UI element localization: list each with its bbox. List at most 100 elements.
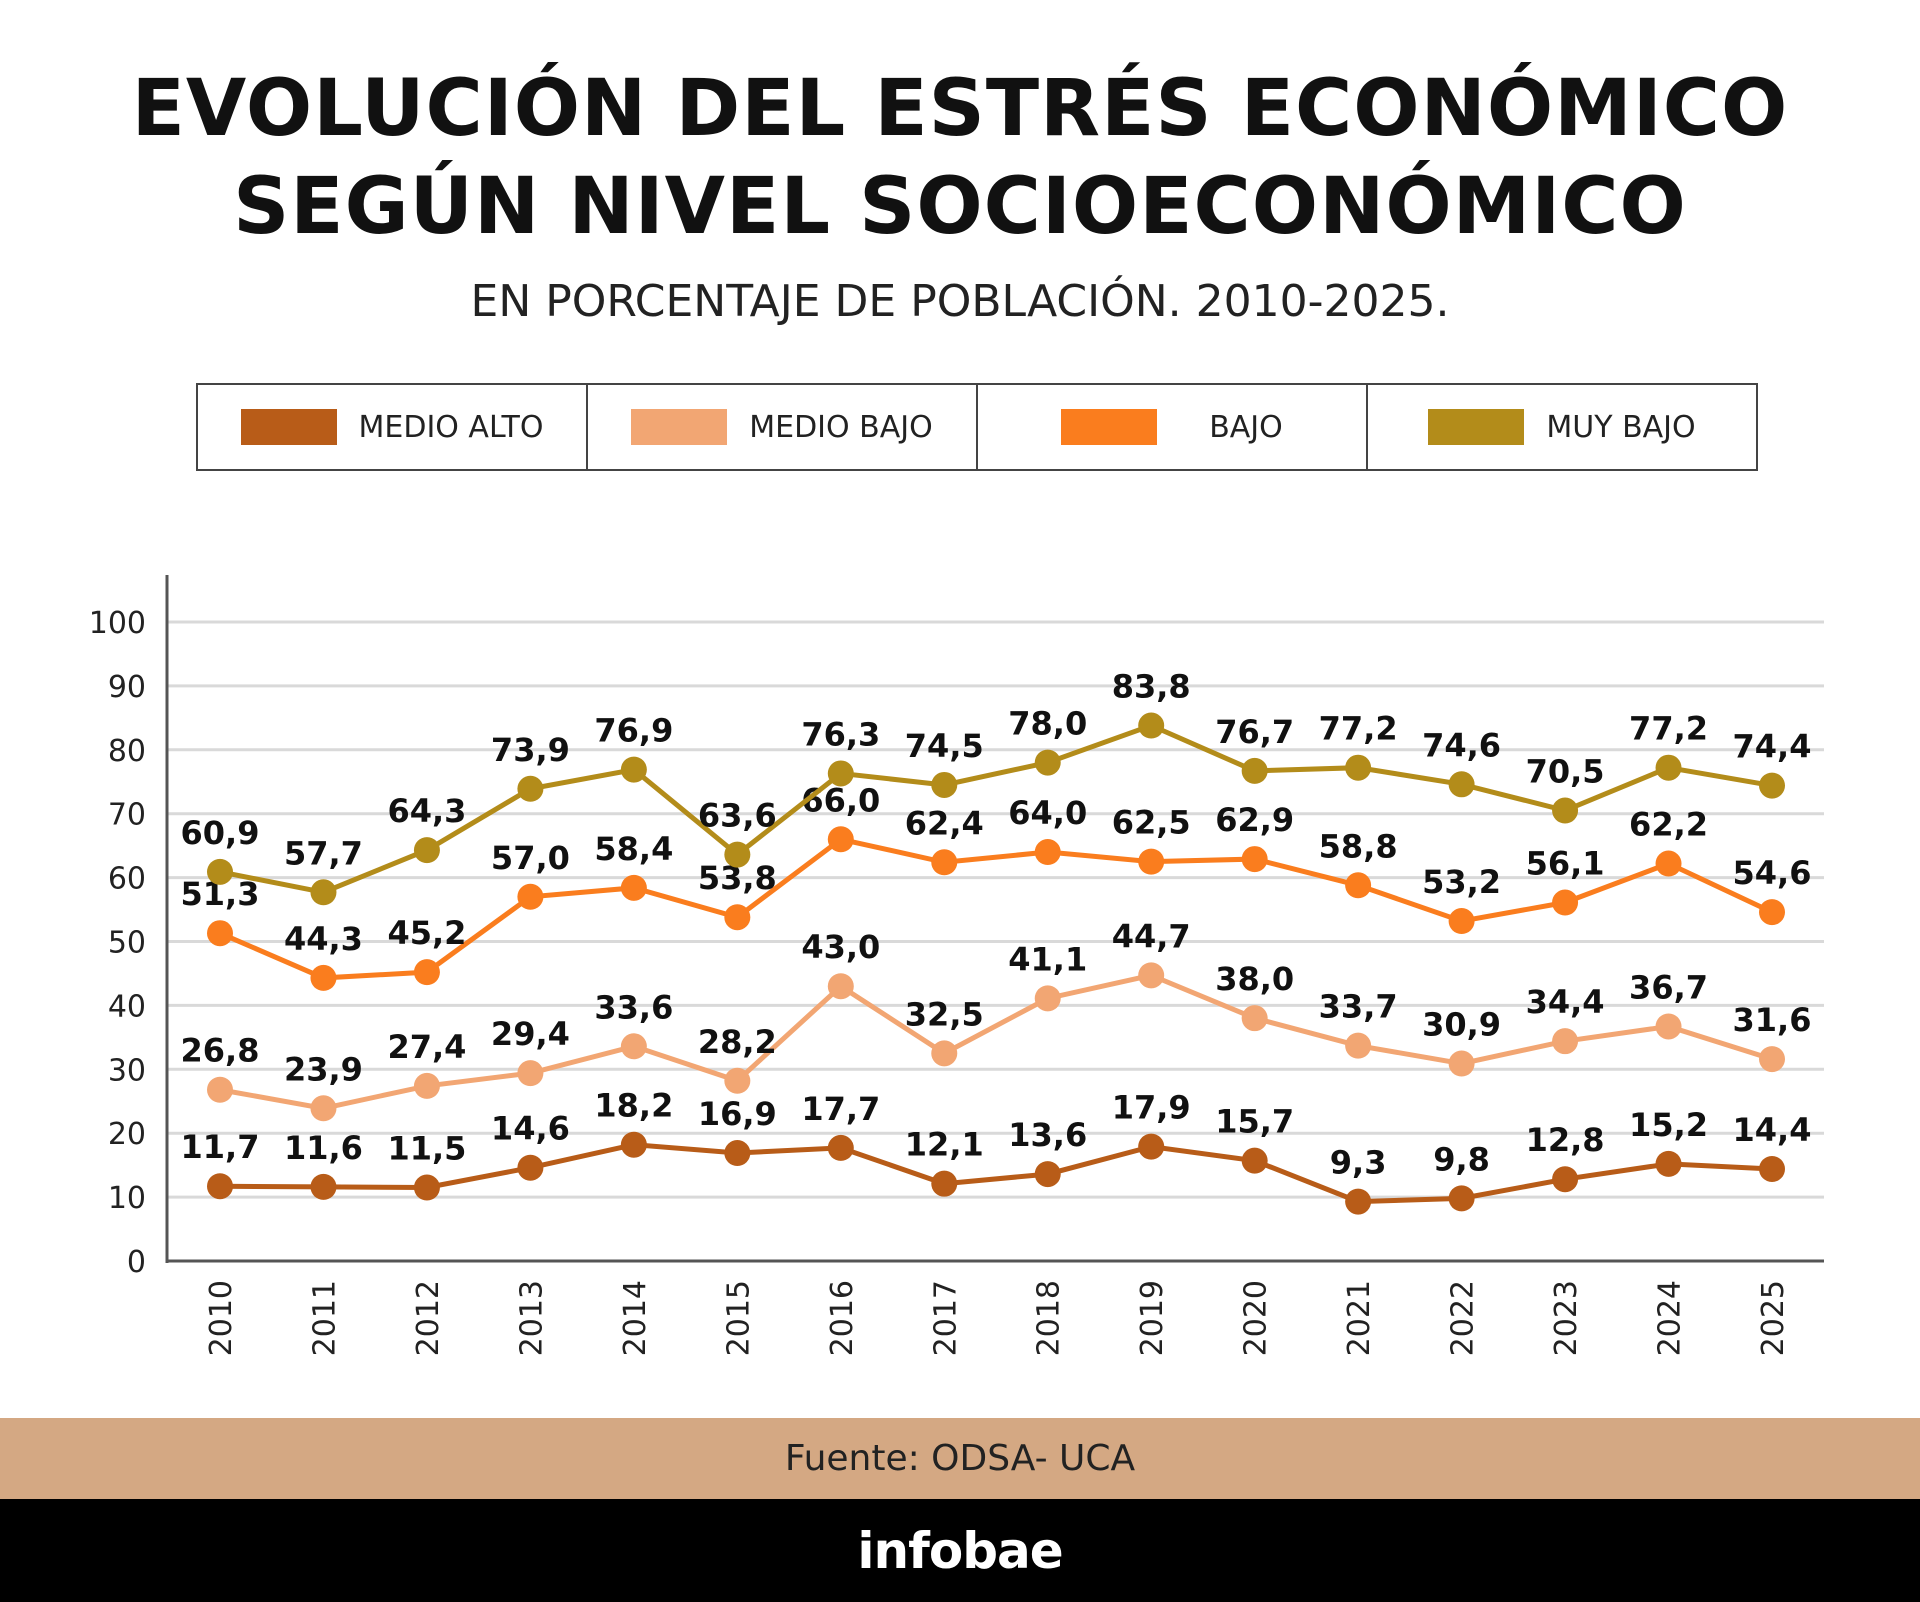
x-tick-label: 2024	[1653, 1280, 1688, 1356]
data-label: 44,7	[1112, 917, 1191, 955]
data-label: 57,0	[491, 839, 570, 877]
data-point	[1138, 962, 1165, 989]
legend-label: MEDIO ALTO	[358, 409, 544, 445]
data-label: 53,2	[1422, 863, 1501, 901]
data-point	[1759, 772, 1785, 799]
data-label: 76,9	[594, 712, 673, 750]
data-point	[310, 879, 337, 906]
data-point	[931, 1040, 958, 1067]
data-point	[724, 904, 751, 931]
y-tick-label: 100	[89, 606, 146, 641]
data-point	[1345, 1032, 1372, 1059]
data-point	[827, 826, 854, 853]
data-label: 83,8	[1112, 668, 1191, 706]
y-tick-label: 20	[108, 1117, 146, 1152]
legend-label: MEDIO BAJO	[749, 409, 933, 445]
data-label: 38,0	[1215, 960, 1294, 998]
x-tick-label: 2012	[411, 1280, 446, 1356]
data-label: 12,1	[905, 1126, 984, 1164]
data-label: 70,5	[1526, 753, 1605, 791]
y-tick-label: 40	[108, 989, 146, 1024]
data-label: 18,2	[594, 1087, 673, 1125]
data-label: 57,7	[284, 834, 363, 872]
y-tick-label: 60	[108, 862, 146, 897]
legend: MEDIO ALTO MEDIO BAJO BAJO MUY BAJO	[196, 383, 1758, 471]
data-label: 43,0	[801, 928, 880, 966]
x-tick-label: 2018	[1032, 1280, 1067, 1356]
data-point	[1759, 1155, 1785, 1182]
legend-item-medio-alto: MEDIO ALTO	[198, 385, 588, 469]
series-line-medio-alto	[219, 1142, 1773, 1205]
x-tick-label: 2023	[1549, 1280, 1584, 1356]
series-line-bajo	[219, 836, 1774, 981]
data-label: 11,6	[284, 1129, 363, 1167]
data-label: 11,7	[181, 1128, 260, 1166]
data-label: 9,8	[1433, 1140, 1490, 1178]
data-label: 60,9	[181, 814, 260, 852]
data-label: 64,0	[1008, 794, 1087, 832]
data-point	[724, 1067, 751, 1094]
data-label: 12,8	[1526, 1121, 1605, 1159]
data-label: 17,9	[1112, 1089, 1191, 1127]
data-point	[724, 1140, 751, 1167]
data-label: 45,2	[387, 914, 466, 952]
data-point	[1345, 872, 1372, 899]
data-point	[1034, 985, 1061, 1012]
data-point	[724, 841, 751, 868]
series-line-medio-bajo	[219, 972, 1773, 1111]
data-point	[931, 771, 958, 798]
data-point	[1655, 1013, 1682, 1040]
data-label: 31,6	[1733, 1001, 1812, 1039]
data-label: 34,4	[1526, 983, 1605, 1021]
data-point	[1448, 771, 1475, 798]
y-tick-label: 50	[108, 926, 146, 961]
legend-item-bajo: BAJO	[978, 385, 1368, 469]
data-label: 64,3	[387, 792, 466, 830]
data-label: 62,9	[1215, 801, 1294, 839]
y-tick-label: 80	[108, 734, 146, 769]
data-point	[1552, 797, 1579, 824]
x-tick-label: 2016	[825, 1280, 860, 1356]
x-tick-label: 2010	[204, 1280, 239, 1356]
data-label: 27,4	[387, 1028, 466, 1066]
x-tick-label: 2017	[928, 1280, 963, 1356]
y-tick-label: 70	[108, 798, 146, 833]
data-point	[1552, 1166, 1579, 1193]
data-label: 77,2	[1629, 710, 1708, 748]
y-tick-label: 30	[108, 1053, 146, 1088]
data-point	[1241, 846, 1268, 873]
data-point	[1138, 1133, 1165, 1160]
data-label: 14,6	[491, 1110, 570, 1148]
data-label: 58,4	[594, 830, 673, 868]
data-point	[1655, 850, 1682, 877]
data-point	[827, 973, 854, 1000]
brand-footer: infobae	[0, 1499, 1920, 1602]
data-point	[517, 1154, 544, 1181]
data-label: 62,4	[905, 804, 984, 842]
legend-item-muy-bajo: MUY BAJO	[1368, 385, 1756, 469]
data-label: 30,9	[1422, 1006, 1501, 1044]
data-label: 9,3	[1330, 1144, 1387, 1182]
y-tick-label: 0	[127, 1245, 146, 1280]
data-label: 66,0	[801, 781, 880, 819]
data-point	[1345, 754, 1372, 781]
data-label: 36,7	[1629, 968, 1708, 1006]
data-label: 76,7	[1215, 713, 1294, 751]
data-label: 77,2	[1319, 710, 1398, 748]
data-label: 74,4	[1733, 728, 1812, 766]
data-point	[620, 1131, 647, 1158]
data-label: 41,1	[1008, 940, 1087, 978]
data-point	[310, 964, 337, 991]
data-point	[1241, 1147, 1268, 1174]
legend-item-medio-bajo: MEDIO BAJO	[588, 385, 978, 469]
data-label: 23,9	[284, 1050, 363, 1088]
data-label: 33,7	[1319, 988, 1398, 1026]
data-label: 62,5	[1112, 804, 1191, 842]
data-label: 14,4	[1733, 1111, 1812, 1149]
data-label: 26,8	[181, 1032, 260, 1070]
data-label: 74,5	[905, 727, 984, 765]
data-point	[517, 883, 544, 910]
data-point	[1241, 757, 1268, 784]
data-point	[517, 775, 544, 802]
data-point	[1655, 754, 1682, 781]
